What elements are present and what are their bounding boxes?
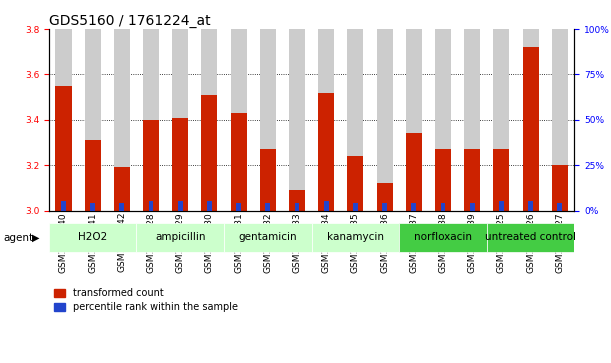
Bar [487,223,574,253]
Bar [441,203,445,211]
Text: ▶: ▶ [32,233,39,243]
Text: H2O2: H2O2 [78,232,108,242]
Bar [178,201,183,211]
Bar [120,203,124,211]
Bar [148,201,153,211]
Text: gentamicin: gentamicin [238,232,297,242]
Bar [136,223,224,253]
Bar [552,165,568,211]
Bar [143,120,159,211]
Bar [435,29,451,211]
Bar [353,203,358,211]
Bar [56,29,71,211]
Bar [348,29,364,211]
Bar [552,29,568,211]
Bar [312,223,399,253]
Bar [143,29,159,211]
Bar [470,203,475,211]
Bar [260,29,276,211]
Bar [265,203,270,211]
Bar [289,190,305,211]
Bar [90,203,95,211]
Bar [406,133,422,211]
Bar [295,203,299,211]
Bar [224,223,312,253]
Bar [61,201,66,211]
Text: GDS5160 / 1761224_at: GDS5160 / 1761224_at [49,14,211,28]
Bar [376,29,393,211]
Text: kanamycin: kanamycin [327,232,384,242]
Bar [376,183,393,211]
Bar [230,113,247,211]
Bar [411,203,416,211]
Bar [172,118,188,211]
Bar [382,203,387,211]
Bar [464,29,480,211]
Bar [289,29,305,211]
Bar [85,140,101,211]
Bar [114,29,130,211]
Bar [172,29,188,211]
Bar [324,201,329,211]
Bar [435,149,451,211]
Bar [406,29,422,211]
Bar [318,29,334,211]
Text: ampicillin: ampicillin [155,232,205,242]
Bar [464,149,480,211]
Bar [499,201,503,211]
Text: norfloxacin: norfloxacin [414,232,472,242]
Bar [85,29,101,211]
Bar [557,203,562,211]
Bar [230,29,247,211]
Bar [114,167,130,211]
Bar [493,149,510,211]
Bar [522,29,538,211]
Bar [56,86,71,211]
Bar [49,223,136,253]
Bar [348,156,364,211]
Bar [399,223,487,253]
Legend: transformed count, percentile rank within the sample: transformed count, percentile rank withi… [54,288,238,312]
Bar [318,93,334,211]
Text: agent: agent [3,233,33,243]
Bar [236,203,241,211]
Text: untreated control: untreated control [485,232,576,242]
Bar [207,201,212,211]
Bar [493,29,510,211]
Bar [202,29,218,211]
Bar [202,95,218,211]
Bar [260,149,276,211]
Bar [522,47,538,211]
Bar [528,201,533,211]
